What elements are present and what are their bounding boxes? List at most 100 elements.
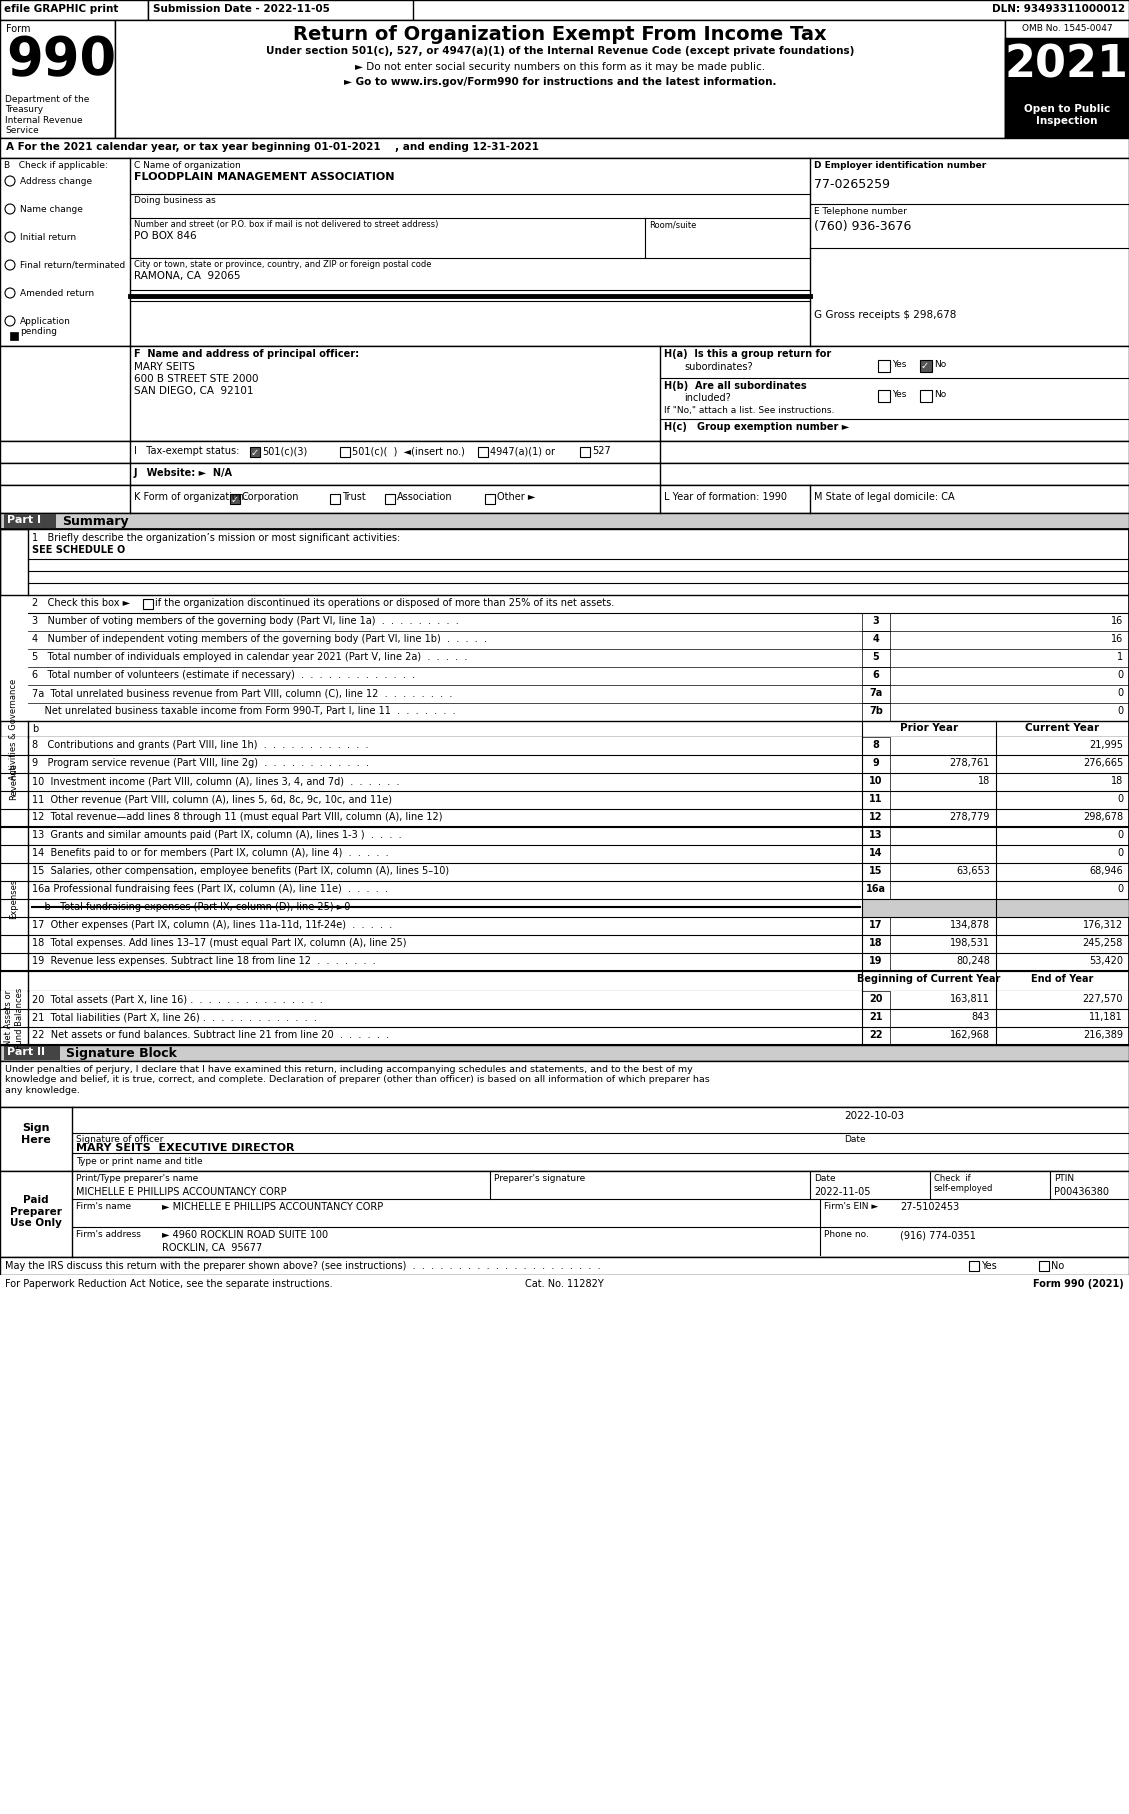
- Text: Trust: Trust: [342, 492, 366, 502]
- Text: 1   Briefly describe the organization’s mission or most significant activities:: 1 Briefly describe the organization’s mi…: [32, 533, 401, 542]
- Text: 14: 14: [869, 847, 883, 858]
- Text: 0: 0: [1117, 847, 1123, 858]
- Text: G Gross receipts $ 298,678: G Gross receipts $ 298,678: [814, 310, 956, 319]
- Text: 163,811: 163,811: [951, 994, 990, 1003]
- Text: Yes: Yes: [981, 1261, 997, 1272]
- Bar: [1005, 38, 1129, 100]
- Text: A For the 2021 calendar year, or tax year beginning 01-01-2021    , and ending 1: A For the 2021 calendar year, or tax yea…: [6, 141, 539, 152]
- Text: Firm's name: Firm's name: [76, 1203, 131, 1212]
- Text: 11: 11: [869, 795, 883, 804]
- Text: 8: 8: [873, 740, 879, 749]
- Text: 2   Check this box ►: 2 Check this box ►: [32, 599, 130, 608]
- Text: E Telephone number: E Telephone number: [814, 207, 907, 216]
- Text: 80,248: 80,248: [956, 956, 990, 967]
- Text: 16: 16: [1111, 617, 1123, 626]
- Bar: [0, 736, 1129, 755]
- Text: 3: 3: [873, 617, 879, 626]
- Text: D Employer identification number: D Employer identification number: [814, 161, 987, 171]
- Bar: [0, 0, 148, 20]
- Text: 527: 527: [592, 446, 611, 455]
- Text: No: No: [1051, 1261, 1065, 1272]
- Text: 53,420: 53,420: [1089, 956, 1123, 967]
- Bar: [115, 20, 1005, 138]
- Bar: [863, 668, 890, 686]
- Text: PTIN: PTIN: [1054, 1174, 1074, 1183]
- Text: K Form of organization:: K Form of organization:: [134, 492, 247, 502]
- Text: Form: Form: [6, 24, 30, 34]
- Text: 4   Number of independent voting members of the governing body (Part VI, line 1b: 4 Number of independent voting members o…: [32, 635, 487, 644]
- Bar: [0, 1172, 1129, 1257]
- Text: Return of Organization Exempt From Income Tax: Return of Organization Exempt From Incom…: [294, 25, 826, 44]
- Text: For Paperwork Reduction Act Notice, see the separate instructions.: For Paperwork Reduction Act Notice, see …: [5, 1279, 333, 1290]
- Text: 7b: 7b: [869, 706, 883, 717]
- Bar: [863, 827, 890, 845]
- Text: Preparer's signature: Preparer's signature: [495, 1174, 585, 1183]
- Text: 4947(a)(1) or: 4947(a)(1) or: [490, 446, 555, 455]
- Text: Form 990 (2021): Form 990 (2021): [1033, 1279, 1124, 1290]
- Text: 2022-11-05: 2022-11-05: [814, 1186, 870, 1197]
- Text: Cat. No. 11282Y: Cat. No. 11282Y: [525, 1279, 603, 1290]
- Text: Print/Type preparer's name: Print/Type preparer's name: [76, 1174, 199, 1183]
- Text: 22: 22: [869, 1030, 883, 1039]
- Text: 22  Net assets or fund balances. Subtract line 21 from line 20  .  .  .  .  .  .: 22 Net assets or fund balances. Subtract…: [32, 1030, 390, 1039]
- Bar: [340, 446, 350, 457]
- Bar: [0, 773, 1129, 791]
- Text: Name change: Name change: [20, 205, 82, 214]
- Text: ✓: ✓: [251, 448, 260, 457]
- Text: P00436380: P00436380: [1054, 1186, 1109, 1197]
- Bar: [863, 934, 890, 952]
- Text: Check  if
self-employed: Check if self-employed: [934, 1174, 994, 1194]
- Text: 5: 5: [873, 651, 879, 662]
- Text: ROCKLIN, CA  95677: ROCKLIN, CA 95677: [161, 1243, 262, 1253]
- Text: 843: 843: [972, 1012, 990, 1021]
- Text: 18: 18: [978, 776, 990, 785]
- Text: Phone no.: Phone no.: [824, 1230, 869, 1239]
- Text: 198,531: 198,531: [949, 938, 990, 949]
- Bar: [385, 493, 395, 504]
- Bar: [0, 720, 1129, 736]
- Bar: [863, 882, 890, 900]
- Text: ✓: ✓: [921, 361, 929, 372]
- Text: Application
pending: Application pending: [20, 317, 71, 336]
- Text: 20: 20: [869, 994, 883, 1003]
- Text: 13  Grants and similar amounts paid (Part IX, column (A), lines 1-3 )  .  .  .  : 13 Grants and similar amounts paid (Part…: [32, 831, 402, 840]
- Text: No: No: [934, 359, 946, 368]
- Bar: [863, 952, 890, 970]
- Bar: [0, 1275, 1129, 1293]
- Text: 0: 0: [1117, 706, 1123, 717]
- Text: ✓: ✓: [231, 495, 239, 504]
- Text: Under section 501(c), 527, or 4947(a)(1) of the Internal Revenue Code (except pr: Under section 501(c), 527, or 4947(a)(1)…: [265, 45, 855, 56]
- Bar: [478, 446, 488, 457]
- Bar: [0, 1107, 1129, 1172]
- Text: 162,968: 162,968: [949, 1030, 990, 1039]
- Text: Activities & Governance: Activities & Governance: [9, 678, 18, 780]
- Text: 0: 0: [1117, 669, 1123, 680]
- Bar: [863, 631, 890, 649]
- Bar: [0, 934, 1129, 952]
- Text: efile GRAPHIC print: efile GRAPHIC print: [5, 4, 119, 15]
- Bar: [143, 599, 154, 610]
- Text: 19  Revenue less expenses. Subtract line 18 from line 12  .  .  .  .  .  .  .: 19 Revenue less expenses. Subtract line …: [32, 956, 376, 967]
- Bar: [0, 900, 1129, 918]
- Text: ► Go to www.irs.gov/Form990 for instructions and the latest information.: ► Go to www.irs.gov/Form990 for instruct…: [343, 76, 777, 87]
- Bar: [863, 863, 890, 882]
- Text: Net Assets or
Fund Balances: Net Assets or Fund Balances: [5, 987, 24, 1048]
- Text: (760) 936-3676: (760) 936-3676: [814, 219, 911, 232]
- Text: 3   Number of voting members of the governing body (Part VI, line 1a)  .  .  .  : 3 Number of voting members of the govern…: [32, 617, 458, 626]
- Text: RAMONA, CA  92065: RAMONA, CA 92065: [134, 270, 240, 281]
- Text: 245,258: 245,258: [1083, 938, 1123, 949]
- Text: b   Total fundraising expenses (Part IX, column (D), line 25) ►0: b Total fundraising expenses (Part IX, c…: [32, 902, 350, 912]
- Text: 176,312: 176,312: [1083, 920, 1123, 931]
- Bar: [0, 441, 1129, 463]
- Text: SAN DIEGO, CA  92101: SAN DIEGO, CA 92101: [134, 386, 254, 395]
- Text: Paid
Preparer
Use Only: Paid Preparer Use Only: [10, 1195, 62, 1228]
- Bar: [0, 1027, 1129, 1045]
- Text: 0: 0: [1117, 795, 1123, 804]
- Text: Corporation: Corporation: [242, 492, 299, 502]
- Bar: [0, 484, 1129, 513]
- Text: 2022-10-03: 2022-10-03: [844, 1110, 904, 1121]
- Bar: [0, 138, 1129, 158]
- Bar: [5, 1047, 60, 1059]
- Text: M State of legal domicile: CA: M State of legal domicile: CA: [814, 492, 955, 502]
- Bar: [250, 446, 260, 457]
